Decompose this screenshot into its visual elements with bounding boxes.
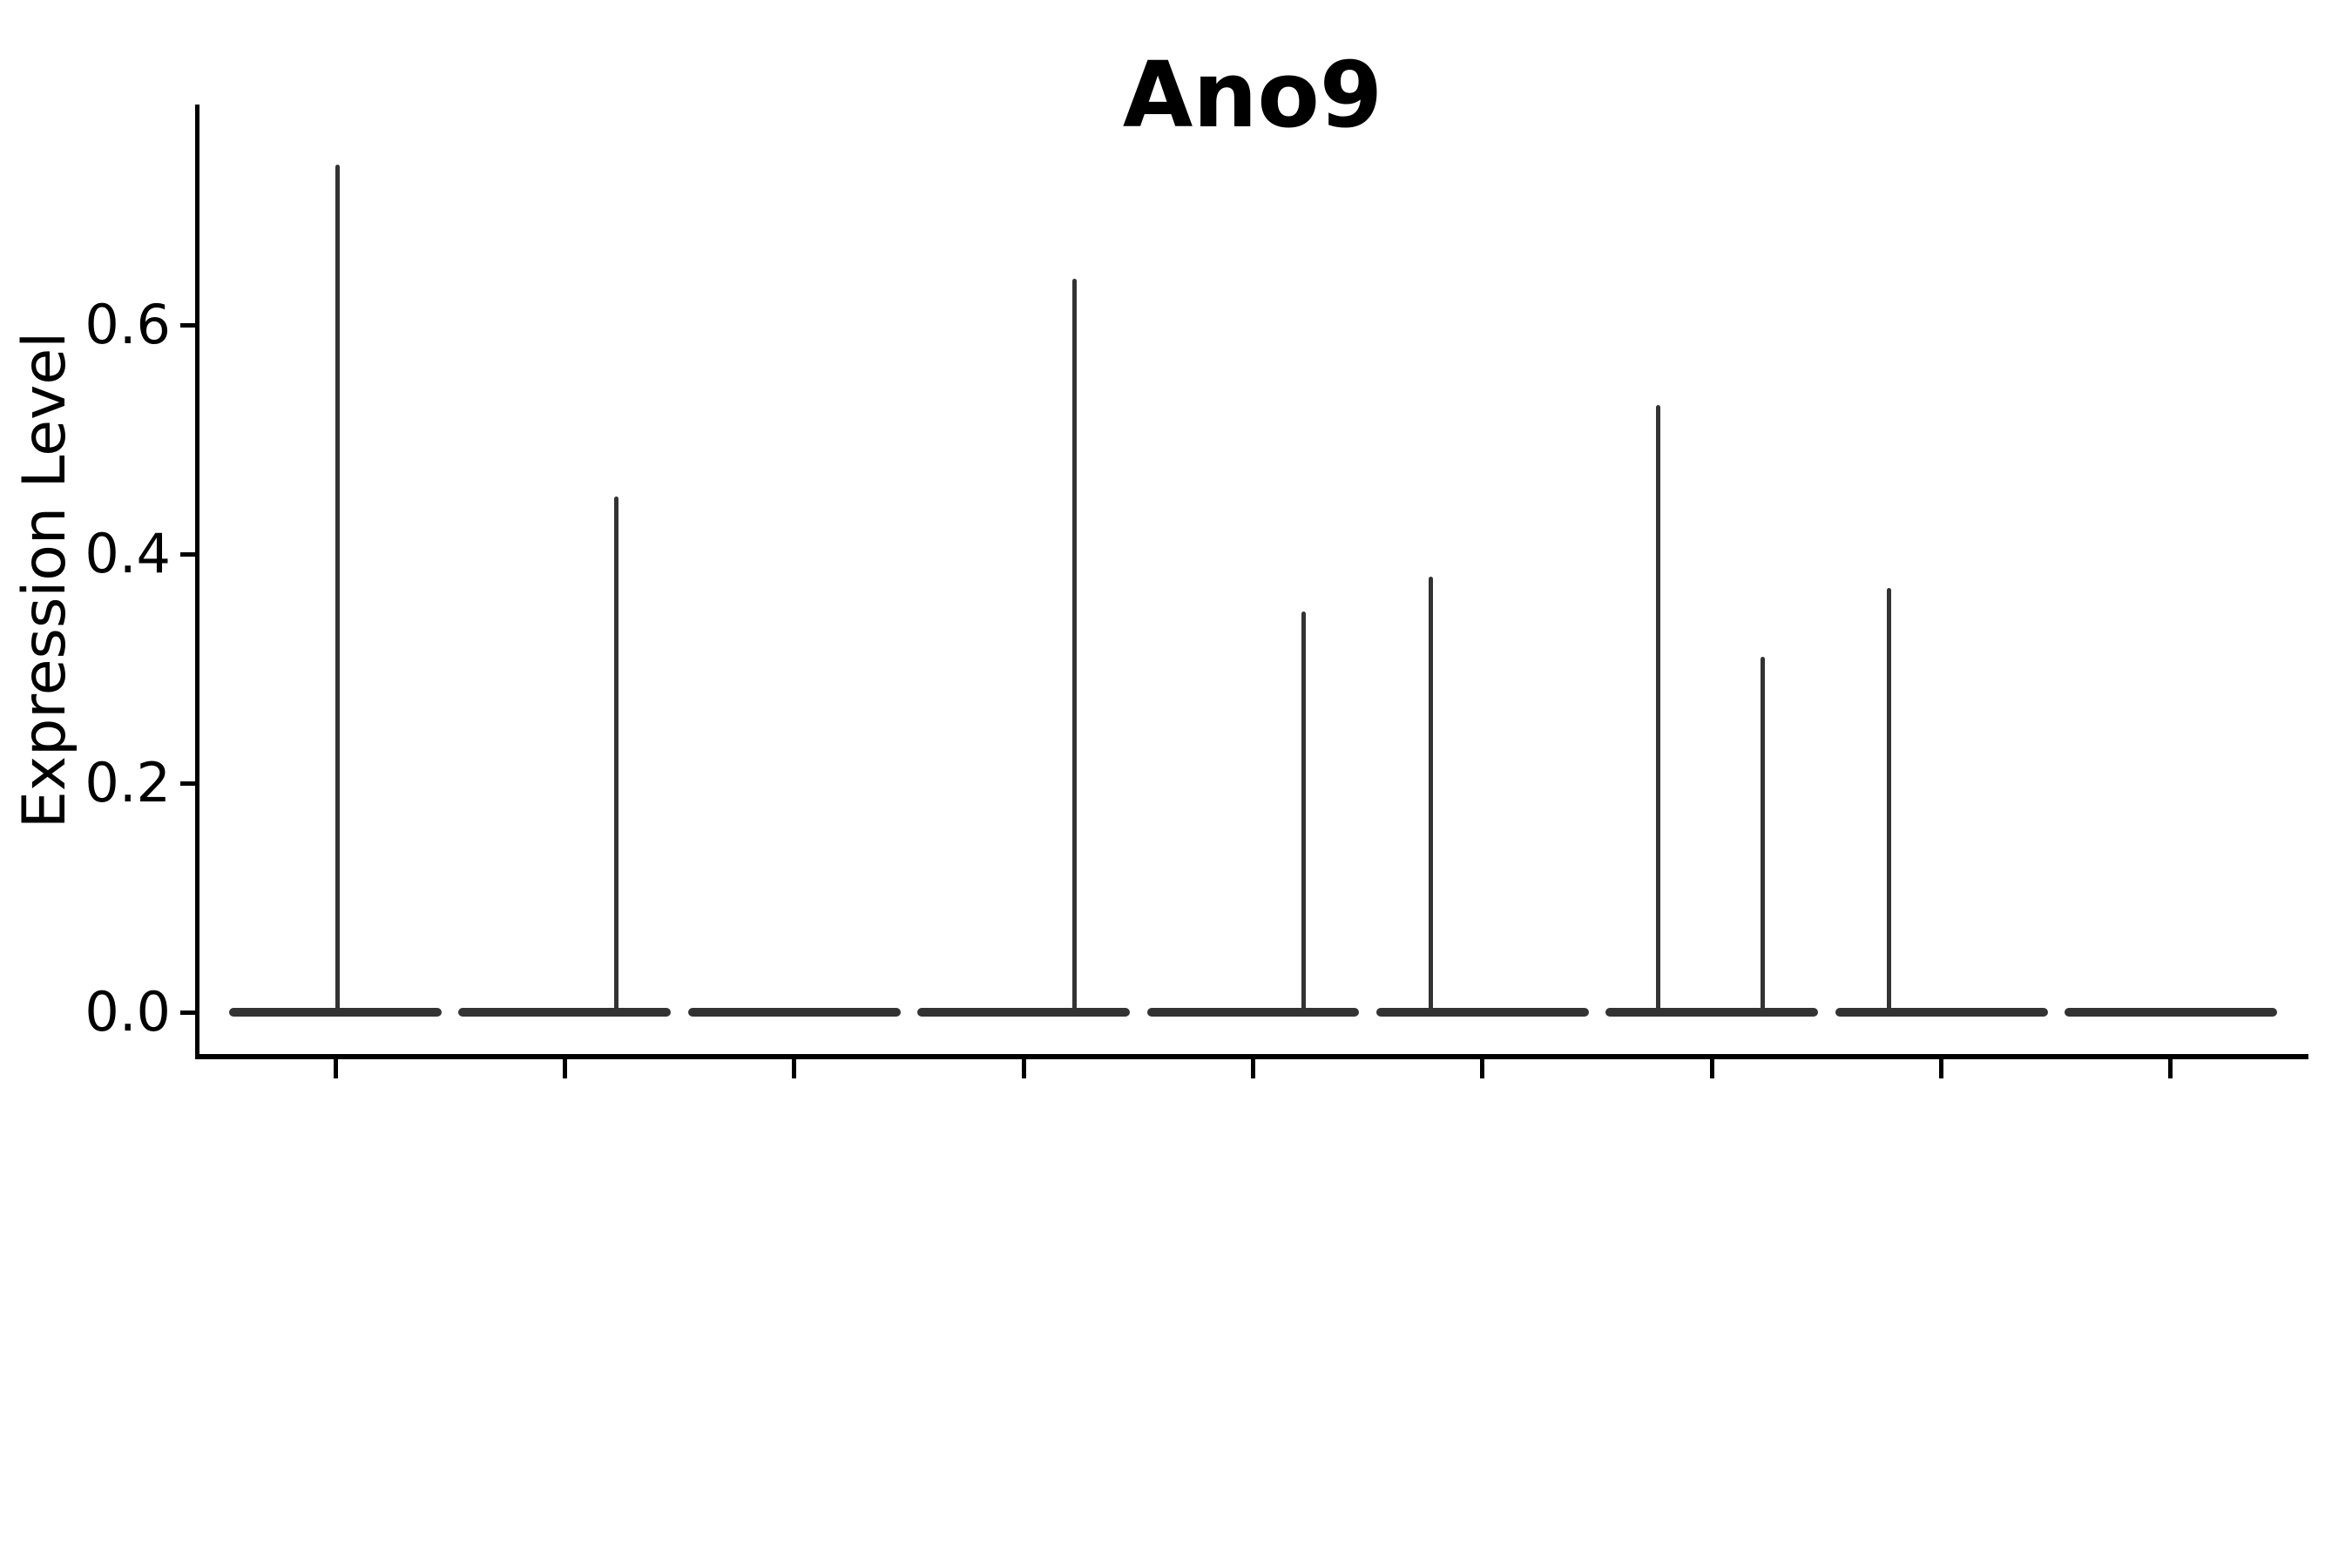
violin-body bbox=[687, 1008, 901, 1017]
x-tick bbox=[1939, 1059, 1944, 1078]
violin-body bbox=[1605, 1008, 1819, 1017]
x-tick bbox=[1480, 1059, 1485, 1078]
violin-spike bbox=[1886, 588, 1891, 1012]
violin-spike bbox=[1760, 657, 1765, 1012]
violin-spike bbox=[1429, 577, 1434, 1012]
violin-body bbox=[1375, 1008, 1589, 1017]
y-tick bbox=[180, 1010, 198, 1015]
violin-spike bbox=[614, 497, 619, 1012]
violin-body bbox=[1146, 1008, 1360, 1017]
violin-body bbox=[1835, 1008, 2048, 1017]
y-tick-label: 0.2 bbox=[84, 751, 171, 814]
y-tick-label: 0.4 bbox=[84, 522, 171, 585]
x-tick bbox=[333, 1059, 338, 1078]
violin-spike bbox=[1071, 279, 1077, 1012]
y-tick bbox=[180, 551, 198, 557]
y-tick-label: 0.0 bbox=[84, 980, 171, 1044]
y-tick bbox=[180, 322, 198, 328]
violin-spike bbox=[335, 164, 341, 1012]
violin-body bbox=[917, 1008, 1131, 1017]
violin-body bbox=[458, 1008, 672, 1017]
plot-title: Ano9 bbox=[1122, 42, 1383, 148]
x-tick bbox=[2168, 1059, 2173, 1078]
y-tick bbox=[180, 781, 198, 786]
x-axis-spine bbox=[195, 1054, 2308, 1059]
violin-body bbox=[2065, 1008, 2277, 1017]
y-axis-spine bbox=[195, 105, 199, 1059]
x-tick bbox=[1021, 1059, 1026, 1078]
x-tick bbox=[792, 1059, 797, 1078]
x-tick bbox=[1251, 1059, 1255, 1078]
violin-spike bbox=[1301, 611, 1306, 1012]
violin-body bbox=[229, 1008, 442, 1017]
y-tick-label: 0.6 bbox=[84, 293, 171, 356]
x-tick bbox=[562, 1059, 567, 1078]
x-tick bbox=[1709, 1059, 1714, 1078]
violin-spike bbox=[1655, 405, 1660, 1012]
